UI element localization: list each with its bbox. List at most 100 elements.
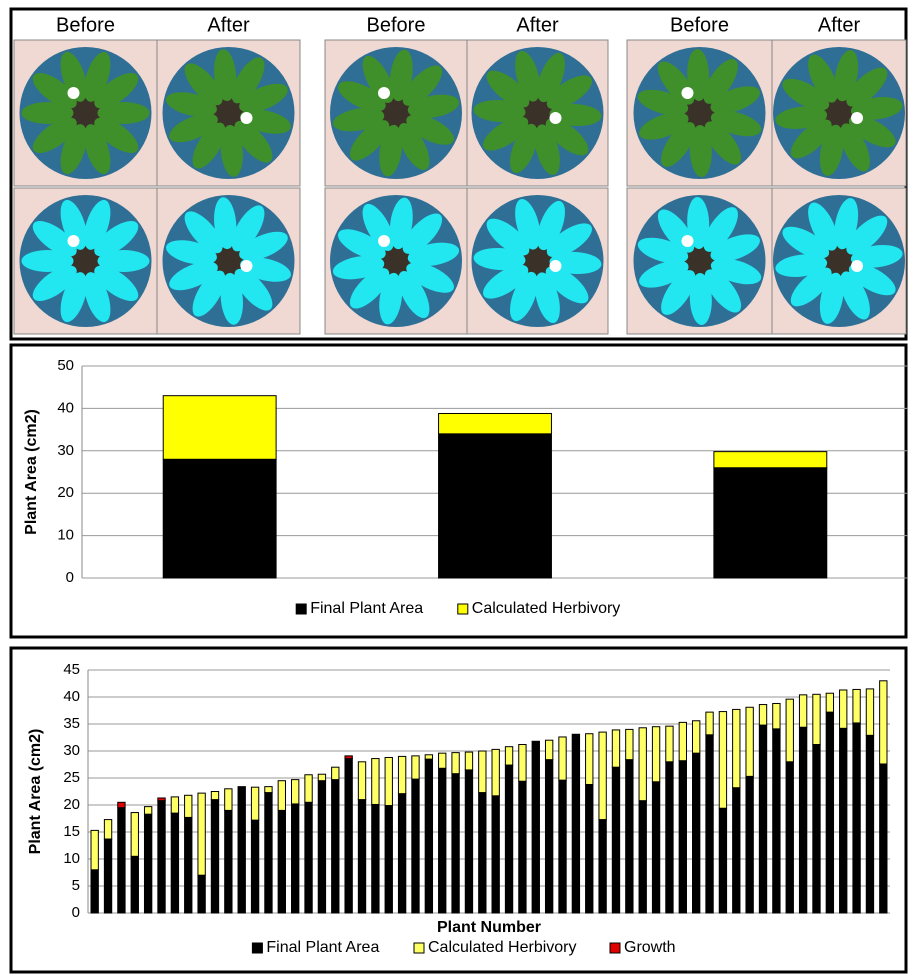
leaf [703,59,738,104]
leaf [473,247,526,271]
bar-segment [478,792,487,914]
leaf [775,254,828,277]
bar-segment [371,758,380,805]
leaf [486,218,530,256]
leaf [661,122,696,167]
leaf [337,229,386,260]
bar-segment [384,805,393,914]
bar-segment [825,692,835,713]
bar-segment [103,838,113,914]
leaf [332,107,385,132]
leaf [710,86,760,114]
bar-segment [384,756,393,807]
y-tick-label: 40 [63,688,80,705]
leaf [60,51,87,102]
y-axis-label: Plant Area (cm2) [27,729,44,855]
bar-segment [170,796,180,814]
leaf [94,220,139,257]
photo-label: Before [56,14,115,36]
bar-segment [785,761,794,914]
leaf [790,267,832,307]
leaf [184,211,223,254]
leaf [32,265,77,302]
leaf [846,67,888,107]
leaf [808,202,838,251]
leaf [510,123,538,174]
bar-segment [705,734,714,914]
bar-segment [692,752,701,914]
y-tick-label: 35 [63,715,80,732]
bar-segment [438,752,447,769]
leaf [848,263,896,296]
bar-segment [184,816,193,914]
leaf [220,272,244,325]
leaf [398,271,430,319]
leaf [534,272,560,323]
tag [240,112,253,124]
bar-segment [558,736,567,781]
leaf [239,83,288,113]
photo-panel: Before After Before After Before After [13,14,907,335]
bar-segment [451,752,460,775]
leaf [332,255,385,280]
bar-segment [812,744,821,914]
leaf [689,124,712,177]
bar-segment [210,791,220,801]
bar-segment [544,739,554,761]
bar-segment [184,794,193,818]
y-axis-label: Plant Area (cm2) [23,409,40,535]
legend-label: Calculated Herbivory [428,939,577,956]
bar-segment [464,769,474,914]
leaf [231,205,265,252]
bar-segment [598,731,607,821]
bar-segment [852,722,861,914]
legend-label: Calculated Herbivory [472,600,621,617]
legend-swatch [413,942,425,954]
leaf [483,116,529,151]
leaf [97,250,150,272]
leaf [537,200,565,251]
bar-segment [865,688,875,736]
bar-segment [424,758,434,914]
leaf [234,268,273,311]
leaf [406,262,455,293]
bar-segment [504,764,514,914]
bar-segment [772,702,781,730]
y-tick-label: 30 [63,742,80,759]
leaf [687,197,710,250]
bar-segment [491,748,500,797]
bar-segment [170,812,180,914]
y-tick-label: 25 [63,769,80,786]
bar-segment [638,800,647,914]
bar-segment [638,727,647,802]
bar-segment [504,746,514,766]
leaf [406,114,455,145]
legend-label: Final Plant Area [266,939,379,956]
leaf [169,113,218,143]
leaf [515,51,541,102]
bar-segment [852,688,861,724]
leaf [782,78,830,111]
bar-segment [732,708,741,789]
bar-segment [812,693,821,746]
leaf [213,197,237,250]
leaf [808,54,838,103]
bar-segment [291,803,300,914]
bar-segment [571,733,581,914]
photo-label: Before [670,14,729,36]
bar-segment [798,726,808,914]
bar-segment [732,787,741,914]
bar-segment [772,728,781,914]
leaf [549,103,602,127]
tag [851,260,863,272]
bar-segment [879,763,888,914]
leaf [231,57,265,104]
bar-segment [625,728,634,761]
leaf [545,266,589,304]
bar-segment [264,786,273,794]
y-tick-label: 50 [57,357,74,374]
bar-segment [197,792,206,876]
bar-segment [839,727,848,914]
bar-segment [665,725,674,763]
bar-segment [518,780,527,914]
